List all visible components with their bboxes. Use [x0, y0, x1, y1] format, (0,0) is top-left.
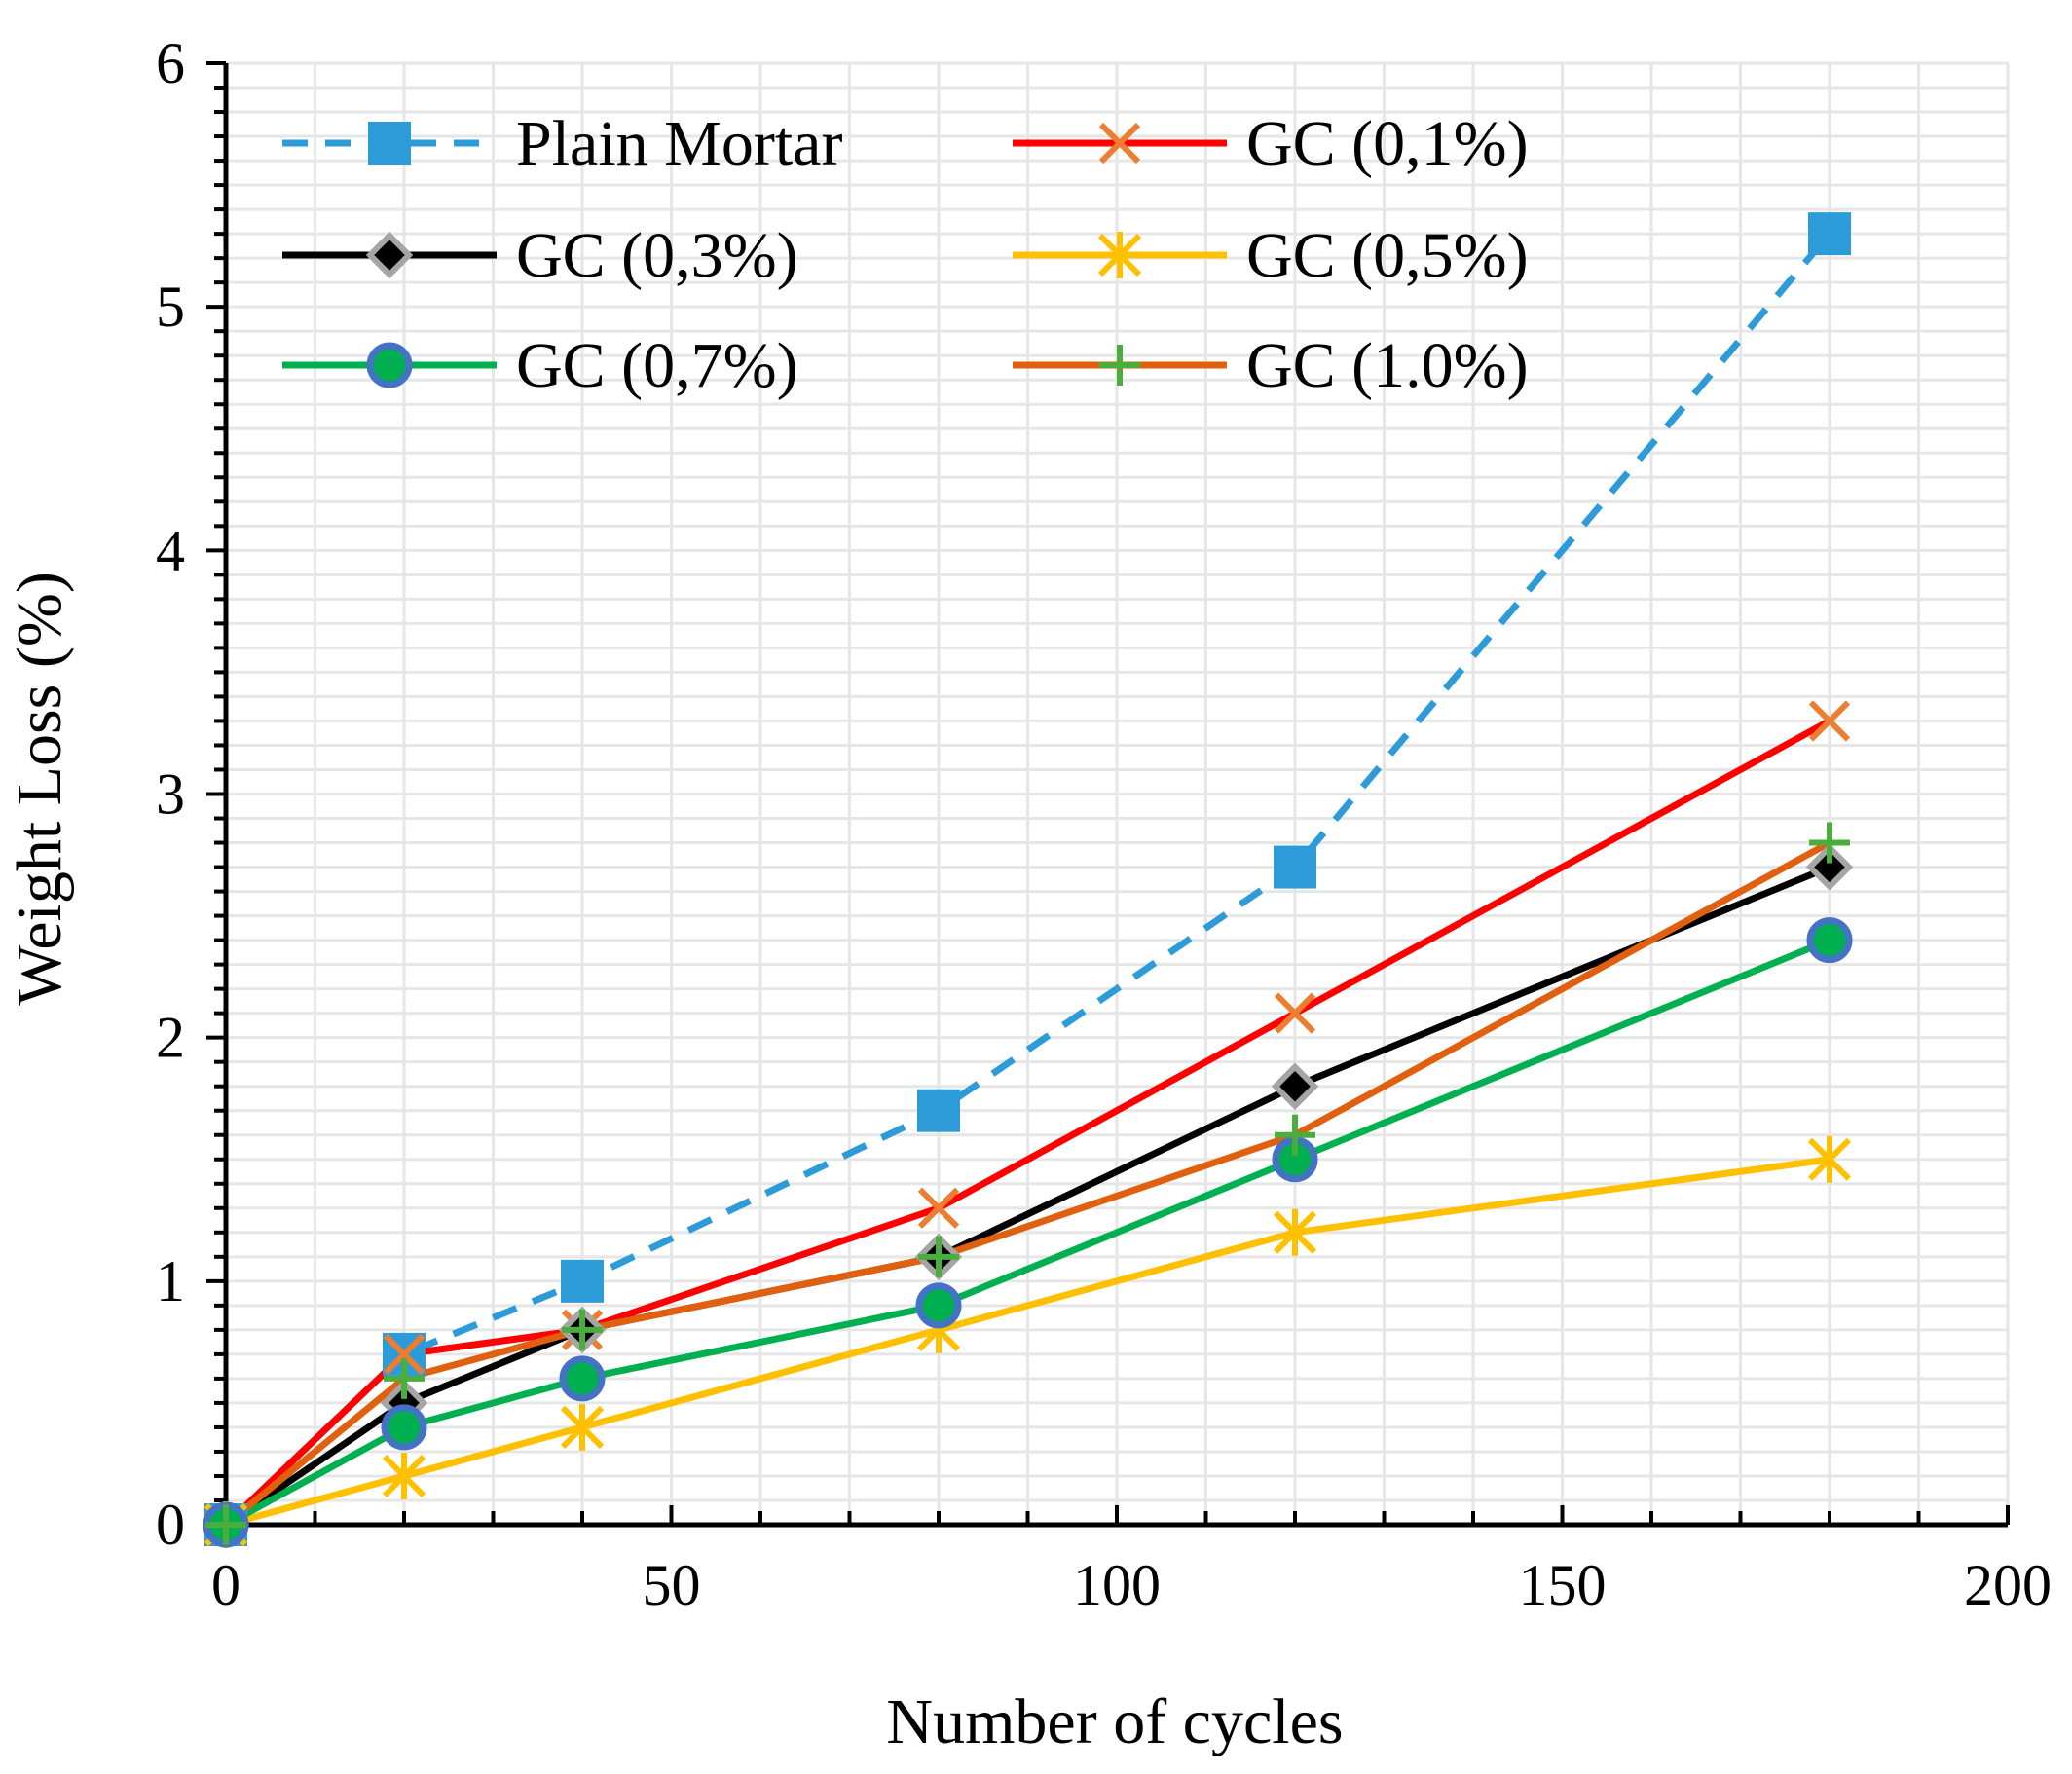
data-point-gc-0-3	[1271, 1062, 1319, 1110]
data-point-gc-0-1	[1808, 700, 1851, 742]
y-tick-label: 6	[156, 31, 185, 95]
data-point-gc-1-0	[1275, 1114, 1315, 1156]
series-line-gc-0-7	[224, 937, 1832, 1529]
data-point-gc-0-1	[917, 1187, 960, 1229]
y-tick-label: 0	[156, 1493, 185, 1557]
legend-entry-gc-1-0: GC (1.0%)	[1013, 330, 1529, 401]
y-tick-label: 5	[156, 275, 185, 339]
x-tick-label: 100	[1073, 1553, 1161, 1617]
data-point-gc-0-5	[1807, 1135, 1852, 1183]
x-tick-label: 200	[1964, 1553, 2052, 1617]
legend-label: Plain Mortar	[516, 108, 842, 179]
y-tick-label: 3	[156, 762, 185, 827]
y-tick-label: 4	[156, 518, 185, 582]
legend-entry-gc-0-5: GC (0,5%)	[1013, 220, 1529, 291]
legend-label: GC (0,5%)	[1246, 220, 1529, 291]
legend-entry-gc-0-7: GC (0,7%)	[282, 330, 798, 401]
y-axis-title: Weight Loss (%)	[4, 572, 75, 1006]
x-tick-label: 50	[643, 1553, 701, 1617]
series-markers	[202, 212, 1854, 1549]
legend-marker	[1098, 122, 1141, 165]
legend-label: GC (0,7%)	[516, 330, 798, 401]
data-point-plain-mortar	[1808, 212, 1851, 256]
legend-entry-gc-0-3: GC (0,3%)	[282, 220, 798, 291]
series-line-gc-0-1	[223, 718, 1832, 1528]
axis-ticks: 0 1 2 3 4 5 6 0 50 100 150 200	[156, 31, 2052, 1617]
data-point-gc-1-0	[1809, 822, 1850, 864]
x-tick-label: 150	[1519, 1553, 1607, 1617]
data-point-gc-1-0	[918, 1236, 959, 1277]
legend-label: GC (0,1%)	[1246, 108, 1529, 179]
data-point-gc-0-5	[1273, 1208, 1317, 1256]
data-point-plain-mortar	[917, 1089, 960, 1132]
legend-entry-plain-mortar: Plain Mortar	[282, 108, 842, 179]
y-tick-label: 2	[156, 1006, 185, 1070]
series-lines	[223, 231, 1832, 1529]
data-point-gc-0-7	[1806, 917, 1853, 964]
series-line-gc-0-5	[225, 1156, 1831, 1529]
data-point-gc-0-7	[381, 1404, 427, 1451]
data-point-gc-1-0	[384, 1357, 425, 1399]
series-line-gc-1-0	[223, 839, 1832, 1528]
data-point-gc-0-7	[559, 1355, 606, 1402]
data-point-gc-0-1	[383, 1333, 426, 1376]
legend-marker	[1097, 232, 1142, 278]
legend-label: GC (0,3%)	[516, 220, 798, 291]
legend-entry-gc-0-1: GC (0,1%)	[1013, 108, 1529, 179]
data-point-plain-mortar	[561, 1259, 604, 1303]
legend-marker	[365, 231, 414, 279]
gridlines	[226, 61, 2010, 1525]
legend: Plain Mortar GC (0,1%) GC (0,3%) GC (0,5%) G…	[282, 108, 1529, 401]
legend-marker	[366, 342, 413, 388]
data-point-plain-mortar	[1274, 845, 1316, 889]
data-point-gc-0-5	[382, 1452, 426, 1499]
x-axis-title: Number of cycles	[886, 1686, 1343, 1757]
data-point-gc-1-0	[562, 1309, 603, 1350]
data-point-gc-0-7	[915, 1282, 962, 1329]
legend-marker	[368, 122, 411, 165]
data-point-gc-0-3	[1805, 843, 1854, 891]
legend-marker	[1099, 345, 1140, 386]
data-point-gc-1-0	[205, 1504, 246, 1545]
y-tick-label: 1	[156, 1249, 185, 1313]
legend-label: GC (1.0%)	[1246, 330, 1529, 401]
data-point-gc-0-5	[560, 1403, 605, 1451]
x-tick-label: 0	[211, 1553, 240, 1617]
data-point-gc-0-1	[1274, 992, 1316, 1034]
